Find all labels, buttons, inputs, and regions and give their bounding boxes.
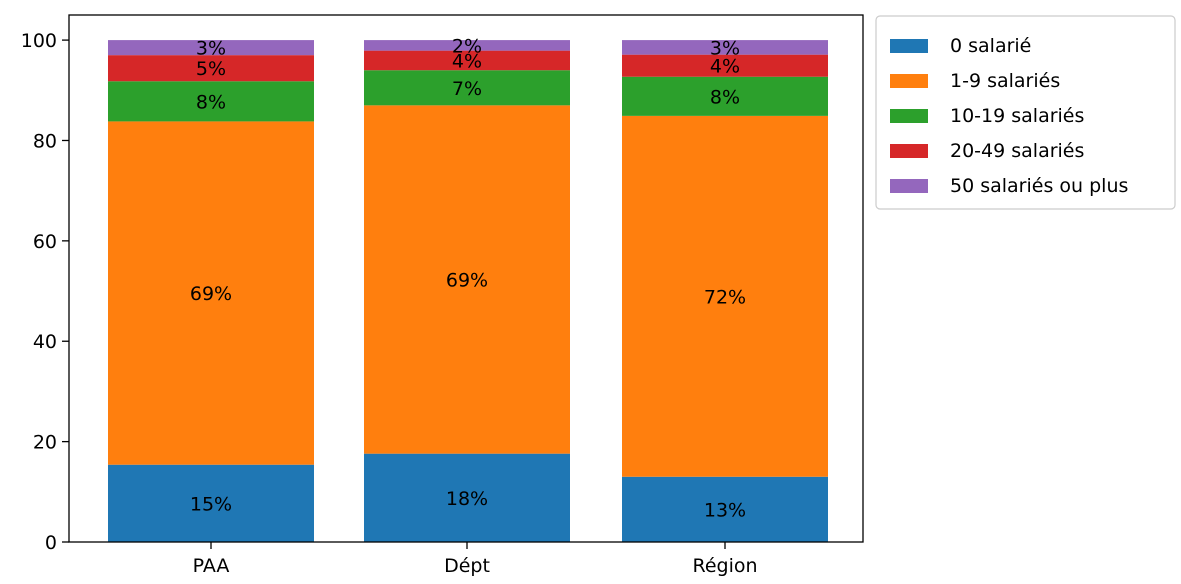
bar-value-label: 69% [190, 283, 232, 305]
bar-value-label: 18% [446, 488, 488, 510]
bar-segment-2-2 [622, 76, 828, 116]
legend-label: 1-9 salariés [950, 70, 1060, 92]
bar-value-label: 3% [196, 38, 226, 60]
bar-segment-1-2 [364, 70, 570, 106]
legend-swatch [890, 144, 928, 158]
legend-label: 20-49 salariés [950, 140, 1084, 162]
bar-segment-2-4 [622, 40, 828, 55]
legend-swatch [890, 39, 928, 53]
bar-value-label: 8% [710, 86, 740, 108]
y-tick-label: 0 [45, 532, 57, 554]
y-tick-label: 80 [33, 130, 57, 152]
bar-value-label: 5% [196, 58, 226, 80]
bar-value-label: 13% [704, 499, 746, 521]
bar-segment-0-2 [108, 81, 314, 122]
bar-segment-2-1 [622, 115, 828, 477]
bar-value-label: 69% [446, 270, 488, 292]
bar-value-label: 8% [196, 91, 226, 113]
legend-label: 0 salarié [950, 35, 1031, 57]
x-tick-label: PAA [193, 555, 230, 577]
y-tick-label: 20 [33, 432, 57, 454]
legend-label: 50 salariés ou plus [950, 175, 1128, 197]
bar-value-label: 15% [190, 493, 232, 515]
x-tick-label: Dépt [444, 555, 490, 577]
legend: 0 salarié 1-9 salariés 10-19 salariés 20-49… [875, 15, 1176, 210]
bar-value-label: 3% [710, 37, 740, 59]
bar-value-label: 2% [452, 35, 482, 57]
y-tick-label: 40 [33, 331, 57, 353]
legend-swatch [890, 109, 928, 123]
y-axis: 0 20 40 60 80 100 [21, 30, 69, 554]
legend-swatch [890, 74, 928, 88]
bar-value-label: 7% [452, 78, 482, 100]
bar-segment-1-1 [364, 105, 570, 454]
bar-segment-2-0 [622, 476, 828, 542]
y-tick-label: 60 [33, 231, 57, 253]
bar-segment-0-0 [108, 464, 314, 542]
bar-segment-2-3 [622, 54, 828, 77]
bars-group [108, 40, 828, 542]
plot-frame [68, 14, 864, 543]
x-tick-label: Région [692, 555, 757, 577]
bar-segment-0-3 [108, 55, 314, 82]
bar-segment-1-4 [364, 40, 570, 51]
y-tick-label: 100 [21, 30, 57, 52]
x-axis: PAA Dépt Région [193, 542, 758, 577]
legend-swatch [890, 179, 928, 193]
legend-box [875, 15, 1176, 210]
bar-segment-1-3 [364, 50, 570, 71]
bar-labels-group: 15%69%8%5%3%18%69%7%4%2%13%72%8%4%3% [190, 35, 746, 521]
bar-value-label: 72% [704, 286, 746, 308]
bar-value-label: 4% [710, 56, 740, 78]
bar-segment-1-0 [364, 453, 570, 542]
bar-segment-0-4 [108, 40, 314, 56]
legend-label: 10-19 salariés [950, 105, 1084, 127]
bar-value-label: 4% [452, 50, 482, 72]
bar-segment-0-1 [108, 121, 314, 465]
